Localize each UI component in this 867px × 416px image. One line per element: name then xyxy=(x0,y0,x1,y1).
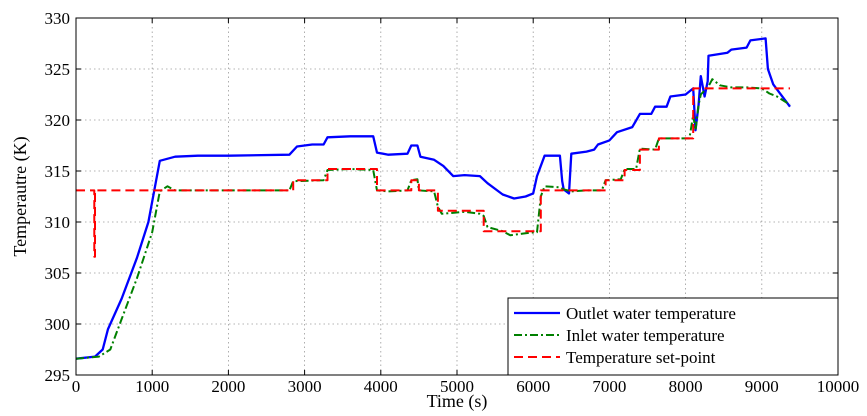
x-tick-label: 0 xyxy=(72,377,81,396)
y-tick-label: 310 xyxy=(45,213,71,232)
x-tick-label: 10000 xyxy=(817,377,860,396)
series-line-3 xyxy=(76,87,790,258)
y-tick-label: 330 xyxy=(45,9,71,28)
legend: Outlet water temperature Inlet water temp… xyxy=(507,297,839,376)
y-tick-label: 300 xyxy=(45,315,71,334)
legend-label: Inlet water temperature xyxy=(566,326,725,345)
y-tick-label: 315 xyxy=(45,162,71,181)
x-tick-label: 7000 xyxy=(592,377,626,396)
series-line-1 xyxy=(75,37,791,360)
y-axis-title: Temperautre (K) xyxy=(10,136,31,256)
legend-label: Outlet water temperature xyxy=(566,304,736,323)
x-axis-title: Time (s) xyxy=(427,391,488,412)
x-tick-label: 9000 xyxy=(745,377,779,396)
y-tick-labels: 295 300 305 310 315 320 325 330 xyxy=(45,9,71,385)
legend-box xyxy=(507,297,839,376)
y-tick-label: 295 xyxy=(45,366,71,385)
x-tick-label: 6000 xyxy=(516,377,550,396)
x-tick-label: 3000 xyxy=(288,377,322,396)
x-tick-label: 1000 xyxy=(135,377,169,396)
x-tick-label: 5000 xyxy=(440,377,474,396)
series-lines xyxy=(75,37,791,360)
y-tick-label: 325 xyxy=(45,60,71,79)
x-tick-label: 8000 xyxy=(669,377,703,396)
x-tick-labels: 0 1000 2000 3000 4000 5000 6000 7000 8000 9000 100… xyxy=(72,377,860,396)
y-tick-label: 305 xyxy=(45,264,71,283)
y-tick-label: 320 xyxy=(45,111,71,130)
x-tick-label: 4000 xyxy=(364,377,398,396)
legend-label: Temperature set-point xyxy=(566,348,716,367)
x-tick-label: 2000 xyxy=(211,377,245,396)
